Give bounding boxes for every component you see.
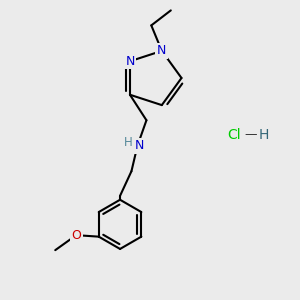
Text: —: —: [244, 128, 257, 142]
Text: N: N: [135, 139, 145, 152]
Text: H: H: [124, 136, 132, 149]
Text: O: O: [71, 229, 81, 242]
Text: N: N: [157, 44, 167, 57]
Text: Cl: Cl: [227, 128, 241, 142]
Text: H: H: [259, 128, 269, 142]
Text: N: N: [125, 55, 135, 68]
